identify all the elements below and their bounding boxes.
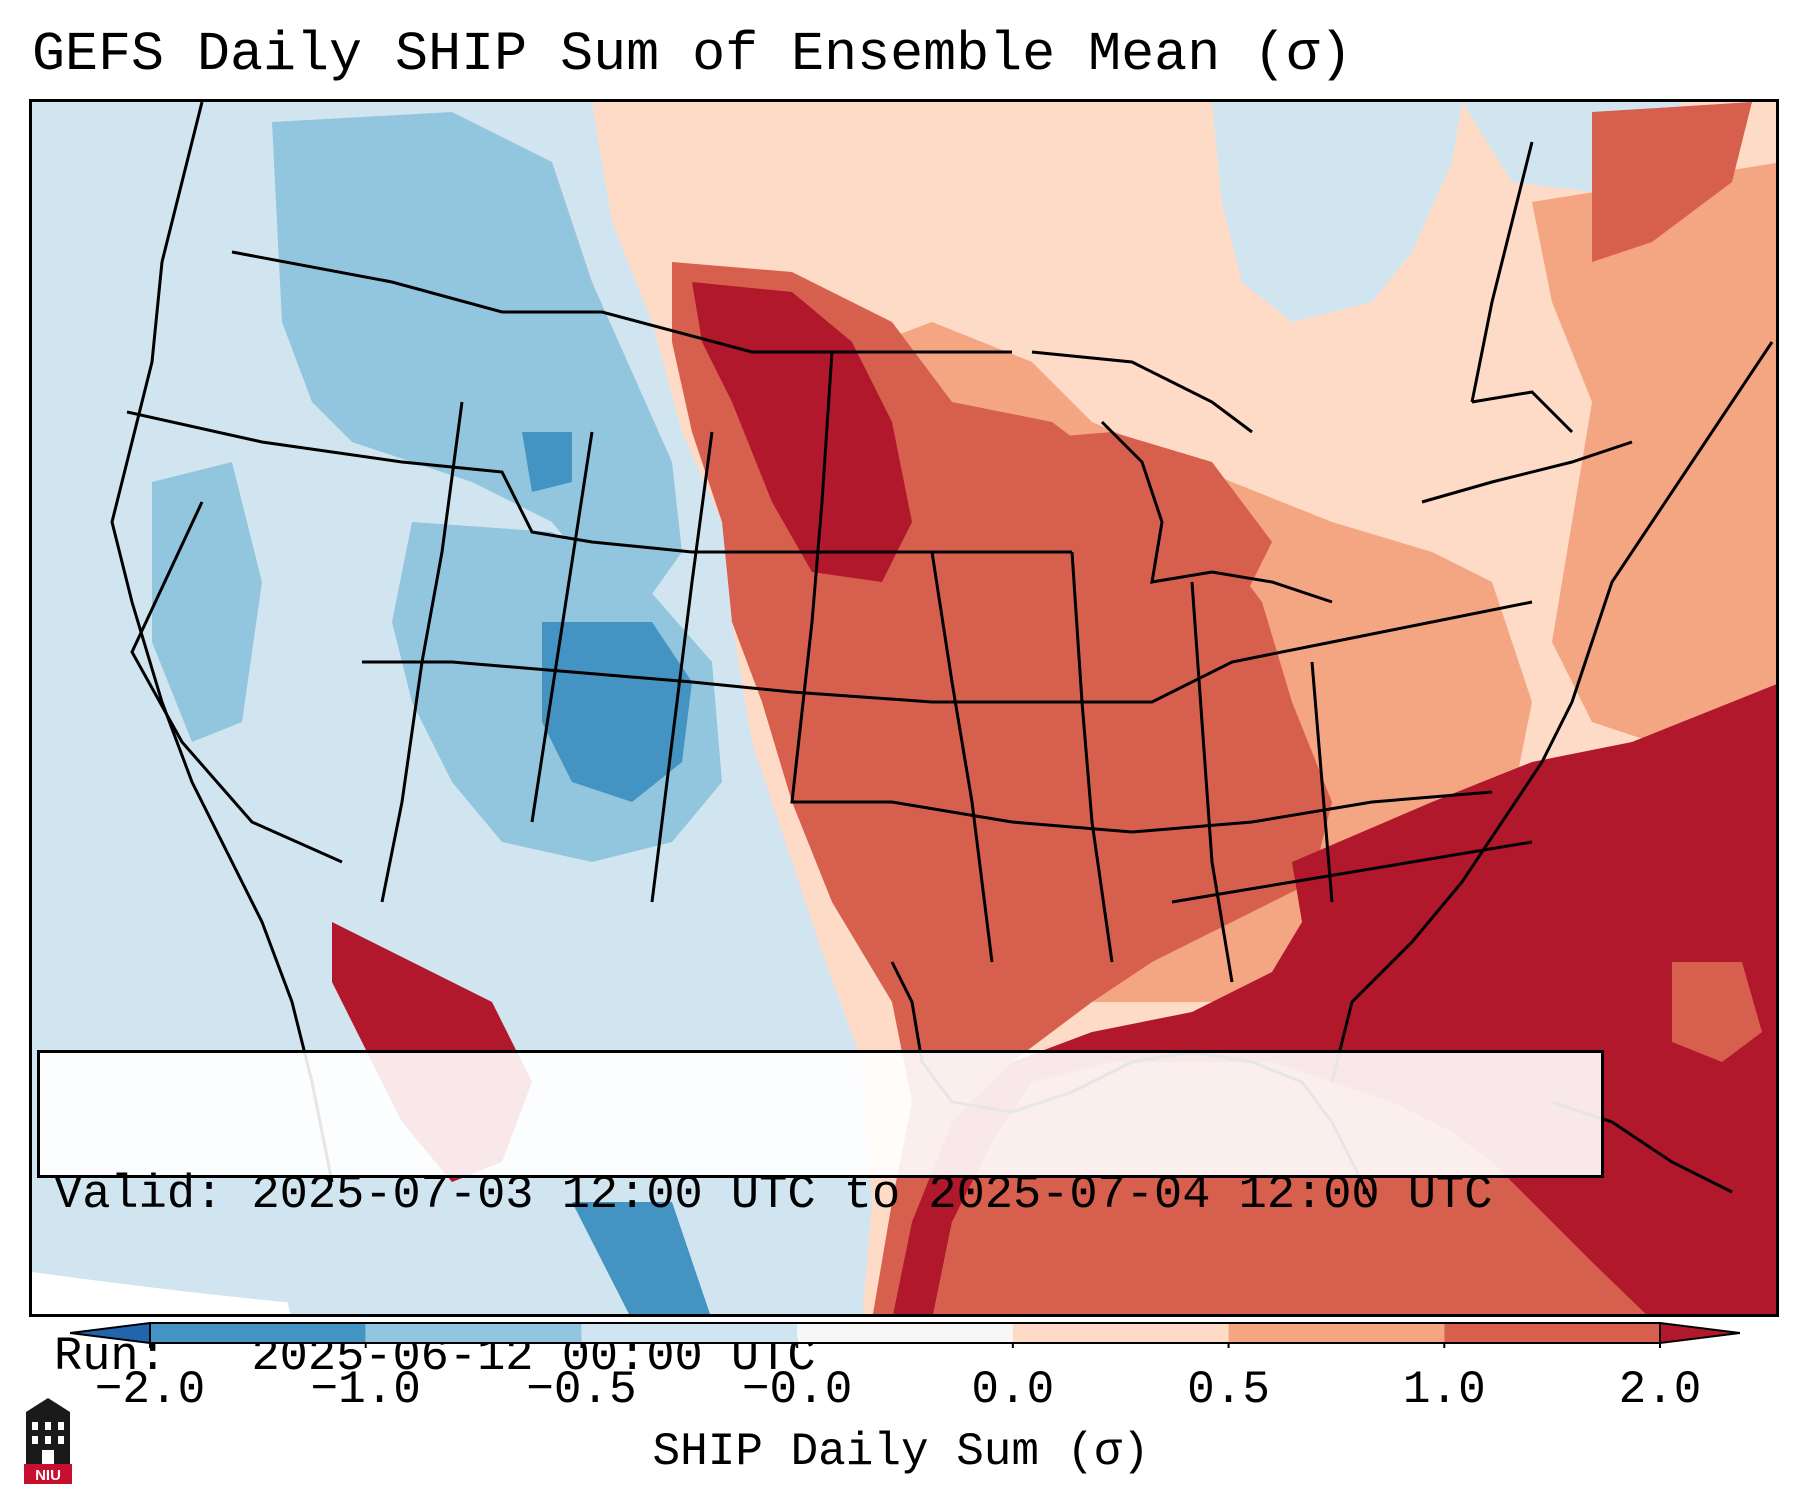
logo-banner	[24, 1464, 72, 1484]
logo-text: NIU	[35, 1467, 61, 1484]
colorbar	[70, 1321, 1740, 1348]
wyoming-dark-blue	[522, 432, 572, 492]
colorbar-tick-label: 1.0	[1402, 1364, 1486, 1416]
valid-line: Valid: 2025-07-03 12:00 UTC to 2025-07-0…	[54, 1169, 1587, 1223]
colorbar-tick-label: 2.0	[1618, 1364, 1702, 1416]
valid-value: 2025-07-03 12:00 UTC to 2025-07-04 12:00…	[251, 1169, 1493, 1222]
colorbar-extend-high	[1659, 1321, 1740, 1345]
colorbar-tick-label: 0.5	[1187, 1364, 1270, 1416]
colorbar-bin-0	[150, 1323, 366, 1343]
colorbar-bin-6	[1444, 1323, 1660, 1343]
colorbar-extend-low	[70, 1321, 151, 1345]
maine-red-orange	[1592, 102, 1752, 262]
map-title: GEFS Daily SHIP Sum of Ensemble Mean (σ)	[32, 23, 1353, 86]
atlantic-patch	[1672, 962, 1762, 1062]
northwest-medium-blue	[272, 112, 682, 622]
colorbar-tick-label: −1.0	[310, 1364, 421, 1416]
run-line: Run: 2025-06-12 00:00 UTC	[54, 1331, 1587, 1385]
colorbar-bin-2	[581, 1323, 798, 1343]
valid-label: Valid:	[54, 1169, 224, 1222]
valid-run-infobox: Valid: 2025-07-03 12:00 UTC to 2025-07-0…	[37, 1050, 1604, 1384]
colorbar-tick-label: −0.0	[741, 1364, 853, 1416]
niu-logo: NIU	[24, 1398, 72, 1484]
northeast-medium-orange	[1532, 162, 1776, 752]
colorbar-bin-5	[1228, 1323, 1445, 1343]
colorbar-bin-1	[365, 1323, 582, 1343]
colorbar-tick-label: 0.0	[971, 1364, 1055, 1416]
outside-projection	[32, 1272, 1776, 1314]
great-lakes-red-orange	[982, 432, 1272, 662]
colorbar-bin-3	[797, 1323, 1013, 1343]
colorbar-label: SHIP Daily Sum (σ)	[652, 1426, 1150, 1478]
colorado-dark-blue	[542, 622, 692, 802]
california-medium-blue	[152, 462, 262, 742]
state-borders	[126, 141, 1633, 983]
canada-light-blue	[1212, 102, 1462, 322]
colorbar-bin-4	[1012, 1323, 1229, 1343]
dakotas-dark-red	[692, 282, 912, 582]
colorbar-tick-label: −0.5	[526, 1364, 637, 1416]
colorbar-tick-label: −2.0	[94, 1364, 206, 1416]
mexico-dark-blue	[572, 1202, 710, 1314]
